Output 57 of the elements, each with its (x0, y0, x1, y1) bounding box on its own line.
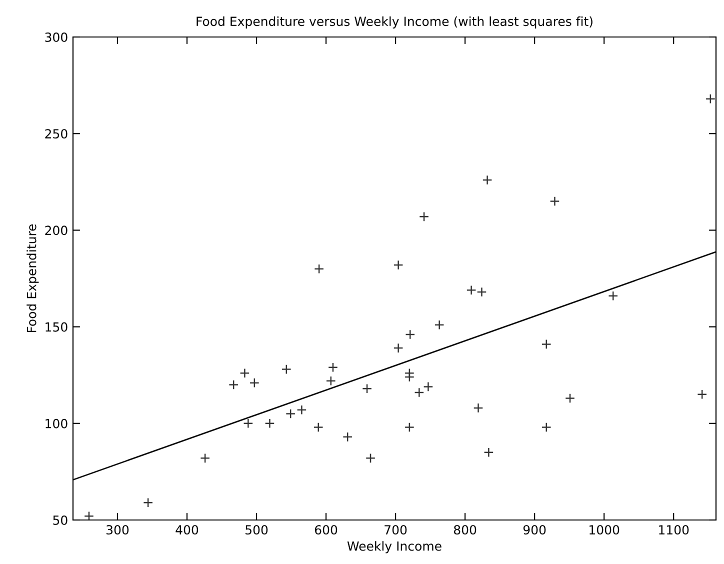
point (434, 320, 444, 330)
point (228, 380, 239, 390)
x-tick-label: 1000 (590, 525, 620, 535)
point (281, 364, 292, 374)
y-tick-label: 200 (45, 226, 68, 236)
point (393, 260, 404, 270)
point (414, 387, 424, 398)
point (326, 376, 336, 386)
x-tick-label: 1100 (659, 525, 689, 535)
point (608, 290, 618, 301)
point (473, 402, 484, 413)
point (404, 422, 414, 432)
point (296, 404, 307, 415)
point (243, 418, 254, 428)
y-tick-label: 50 (53, 515, 68, 525)
point (466, 285, 476, 296)
y-tick-label: 300 (45, 32, 68, 42)
point (313, 422, 324, 432)
y-axis-title: Food Expenditure (26, 224, 39, 332)
point (143, 498, 154, 508)
point (286, 408, 296, 419)
point (366, 453, 376, 464)
chart-title: Food Expenditure versus Weekly Income (with least squares fit) (196, 16, 592, 28)
x-tick-label: 700 (384, 525, 407, 535)
y-tick-label: 100 (46, 418, 68, 428)
x-tick-label: 900 (523, 525, 546, 535)
point (362, 384, 372, 394)
point (482, 174, 492, 185)
x-tick-label: 800 (454, 525, 476, 535)
point (249, 378, 260, 388)
point (484, 447, 494, 458)
point (697, 389, 708, 400)
point (404, 372, 414, 382)
x-tick-label: 300 (106, 525, 129, 535)
y-tick-label: 250 (45, 129, 68, 139)
x-axis-title: Weekly Income (347, 541, 442, 554)
point (565, 393, 576, 404)
point (342, 432, 353, 442)
point (705, 94, 716, 104)
point (328, 362, 338, 372)
x-tick-label: 600 (314, 525, 338, 535)
point (393, 343, 404, 354)
point (419, 212, 430, 222)
point (314, 264, 324, 274)
point (550, 196, 560, 206)
point (476, 287, 487, 298)
x-tick-label: 400 (176, 525, 198, 535)
point (405, 330, 416, 340)
point (541, 422, 552, 432)
point (84, 511, 94, 520)
point (240, 368, 250, 378)
point (200, 453, 210, 464)
y-tick-label: 150 (46, 322, 68, 332)
point (541, 339, 552, 350)
point (264, 418, 275, 428)
x-tick-label: 500 (246, 525, 268, 535)
point (423, 382, 434, 392)
